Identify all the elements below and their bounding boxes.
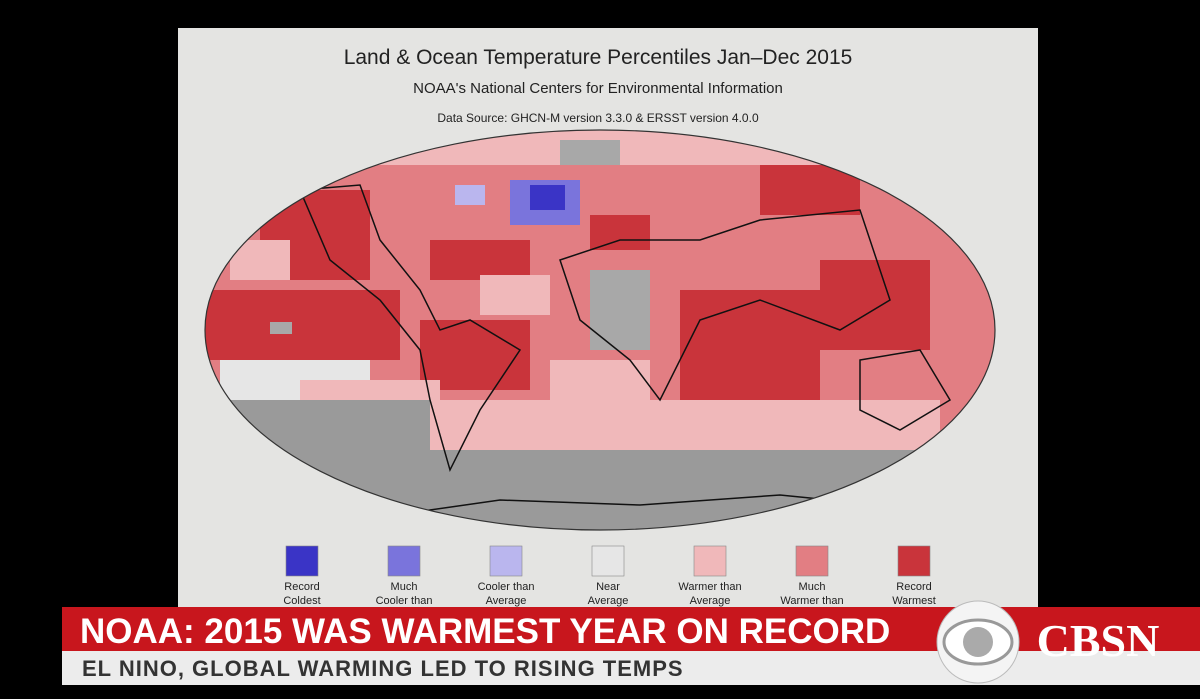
headline: NOAA: 2015 WAS WARMEST YEAR ON RECORD — [80, 612, 890, 651]
map-subtitle: NOAA's National Centers for Environmenta… — [413, 80, 783, 97]
legend-label: Warmer than — [780, 595, 843, 607]
legend-label: Near — [596, 581, 620, 593]
subheadline: EL NINO, GLOBAL WARMING LED TO RISING TE… — [82, 656, 684, 681]
legend-swatch — [795, 545, 829, 577]
legend-label: Cooler than — [376, 595, 433, 607]
legend-swatch — [489, 545, 523, 577]
legend-label: Cooler than — [478, 581, 535, 593]
legend-swatch — [387, 545, 421, 577]
legend-label: Warmest — [892, 595, 936, 607]
network-name: CBSN — [1037, 615, 1160, 666]
legend-swatch — [285, 545, 319, 577]
legend-label: Average — [690, 595, 731, 607]
legend-label: Average — [588, 595, 629, 607]
legend-swatch — [897, 545, 931, 577]
legend-swatch — [693, 545, 727, 577]
network-logo — [936, 600, 1020, 684]
map-outline — [204, 129, 996, 531]
legend-label: Record — [284, 581, 319, 593]
legend: Record Coldest Much Cooler than Cooler than A… — [283, 545, 936, 607]
map-title: Land & Ocean Temperature Percentiles Jan… — [344, 46, 853, 69]
legend-label: Coldest — [283, 595, 320, 607]
legend-swatch — [591, 545, 625, 577]
legend-label: Warmer than — [678, 581, 741, 593]
legend-label: Average — [486, 595, 527, 607]
legend-label: Record — [896, 581, 931, 593]
legend-label: Much — [799, 581, 826, 593]
legend-label: Much — [391, 581, 418, 593]
map-source: Data Source: GHCN-M version 3.3.0 & ERSS… — [437, 111, 759, 125]
